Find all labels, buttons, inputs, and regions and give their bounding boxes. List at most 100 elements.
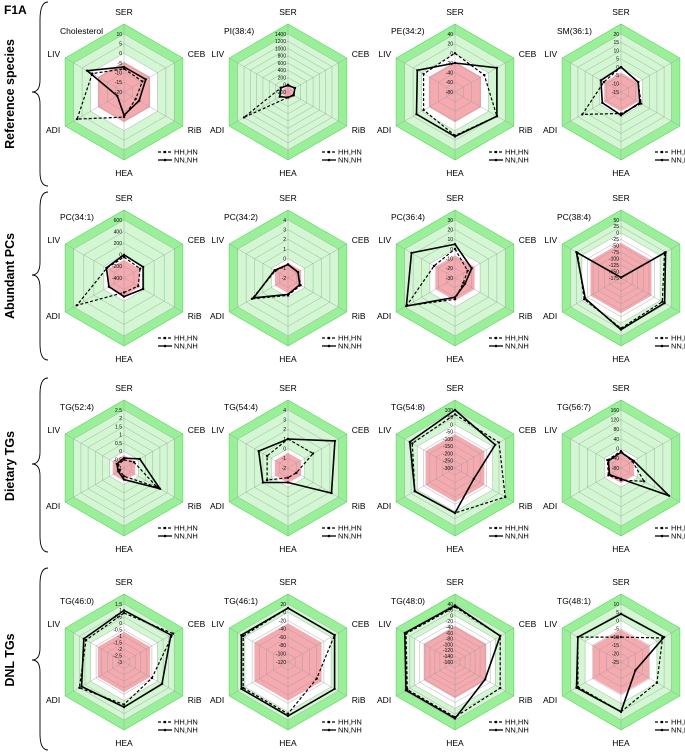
legend-label: HH,HN xyxy=(338,334,362,343)
axis-label-ceb: CEB xyxy=(188,49,206,59)
axis-label-liv: LIV xyxy=(544,235,557,245)
spoke xyxy=(454,91,515,127)
legend-marker xyxy=(163,720,167,724)
spoke xyxy=(454,433,515,469)
data-point xyxy=(82,637,86,640)
tick-label: -50 xyxy=(612,244,619,250)
axis-label-liv: LIV xyxy=(211,619,224,629)
tick-label: -0.5 xyxy=(113,628,122,634)
data-point xyxy=(453,298,457,301)
axis-label-adi: ADI xyxy=(377,125,391,135)
data-point xyxy=(265,478,269,482)
tick-label: 1 xyxy=(283,247,286,253)
data-point xyxy=(293,86,297,90)
data-point xyxy=(655,681,659,684)
data-point xyxy=(122,115,126,119)
spoke xyxy=(561,627,622,663)
data-point xyxy=(138,267,142,270)
legend-label: HH,HN xyxy=(174,718,198,727)
radar-chart: 30 20 10 0 -10 -20 -30 SER CEB RiB HEA ADI LIV PC(36:… xyxy=(377,193,537,364)
legend-label: NN,NH xyxy=(174,532,198,541)
data-point xyxy=(122,291,126,294)
data-point xyxy=(116,94,119,98)
axis-label-ser: SER xyxy=(279,577,296,587)
data-point xyxy=(141,265,145,269)
data-point xyxy=(453,408,457,412)
tick-label: 600 xyxy=(278,61,287,67)
data-point xyxy=(169,633,173,637)
tick-label: -120 xyxy=(276,660,286,666)
data-point xyxy=(78,686,81,689)
legend-marker xyxy=(494,526,498,530)
data-point xyxy=(107,285,111,288)
axis-label-ceb: CEB xyxy=(519,49,537,59)
tick-label: 0 xyxy=(450,613,453,619)
tick-label: -25 xyxy=(612,237,619,243)
legend-label: HH,HN xyxy=(671,524,685,533)
tick-label: 2 xyxy=(283,427,286,433)
legend-label: NN,NH xyxy=(505,342,529,351)
axis-label-ser: SER xyxy=(446,193,463,203)
tick-label: 4 xyxy=(283,218,286,224)
data-point xyxy=(405,304,408,308)
data-point xyxy=(286,481,290,484)
tick-label: -0.5 xyxy=(113,458,122,464)
tick-label: -40 xyxy=(446,625,453,631)
group-label: Dietary TGs xyxy=(3,431,17,501)
data-point xyxy=(661,300,664,303)
axis-label-liv: LIV xyxy=(47,235,60,245)
tick-label: -80 xyxy=(279,643,286,649)
data-point xyxy=(144,78,147,81)
spoke xyxy=(65,57,125,93)
tick-label: -250 xyxy=(443,459,453,465)
data-point xyxy=(286,714,290,718)
axis-label-ceb: CEB xyxy=(188,619,206,629)
axis-label-hea: HEA xyxy=(446,738,464,748)
tick-label: -40 xyxy=(612,456,619,462)
axis-label-ser: SER xyxy=(115,383,132,393)
axis-label-hea: HEA xyxy=(446,544,464,554)
chart-title: TG(46:1) xyxy=(224,596,258,606)
tick-label: 5 xyxy=(119,42,122,48)
tick-label: -5 xyxy=(118,61,123,67)
spoke xyxy=(229,243,289,279)
tick-label: 0 xyxy=(616,618,619,624)
legend-marker xyxy=(660,336,664,340)
data-point xyxy=(160,682,164,686)
data-point xyxy=(494,443,497,446)
axis-label-adi: ADI xyxy=(377,311,391,321)
data-point xyxy=(453,243,457,246)
tick-label: -15 xyxy=(115,80,122,86)
data-point xyxy=(286,606,290,610)
axis-label-liv: LIV xyxy=(211,235,224,245)
axis-label-adi: ADI xyxy=(210,311,224,321)
tick-label: 15 xyxy=(613,40,619,46)
tick-label: -125 xyxy=(609,263,619,269)
tick-label: 20 xyxy=(280,602,286,608)
data-point xyxy=(122,475,126,478)
tick-label: 0 xyxy=(283,83,286,89)
tick-label: -10 xyxy=(612,635,619,641)
data-point xyxy=(122,456,126,460)
tick-label: 20 xyxy=(613,32,619,38)
data-point xyxy=(499,686,502,690)
data-point xyxy=(599,79,603,82)
group-bracket xyxy=(31,377,49,553)
legend-marker xyxy=(163,728,167,732)
axis-label-liv: LIV xyxy=(211,49,224,59)
data-point xyxy=(472,477,475,481)
data-point xyxy=(122,611,126,615)
group-label: Reference species xyxy=(3,39,17,149)
spoke xyxy=(65,467,125,503)
tick-label: 1200 xyxy=(275,39,286,45)
group-bracket xyxy=(31,1,49,187)
data-point xyxy=(122,114,126,117)
tick-label: -300 xyxy=(443,466,453,472)
data-point xyxy=(495,66,499,70)
data-point xyxy=(415,113,418,116)
tick-label: 30 xyxy=(447,218,453,224)
data-point xyxy=(619,114,623,117)
data-point xyxy=(637,80,640,84)
legend-label: HH,HN xyxy=(338,524,362,533)
